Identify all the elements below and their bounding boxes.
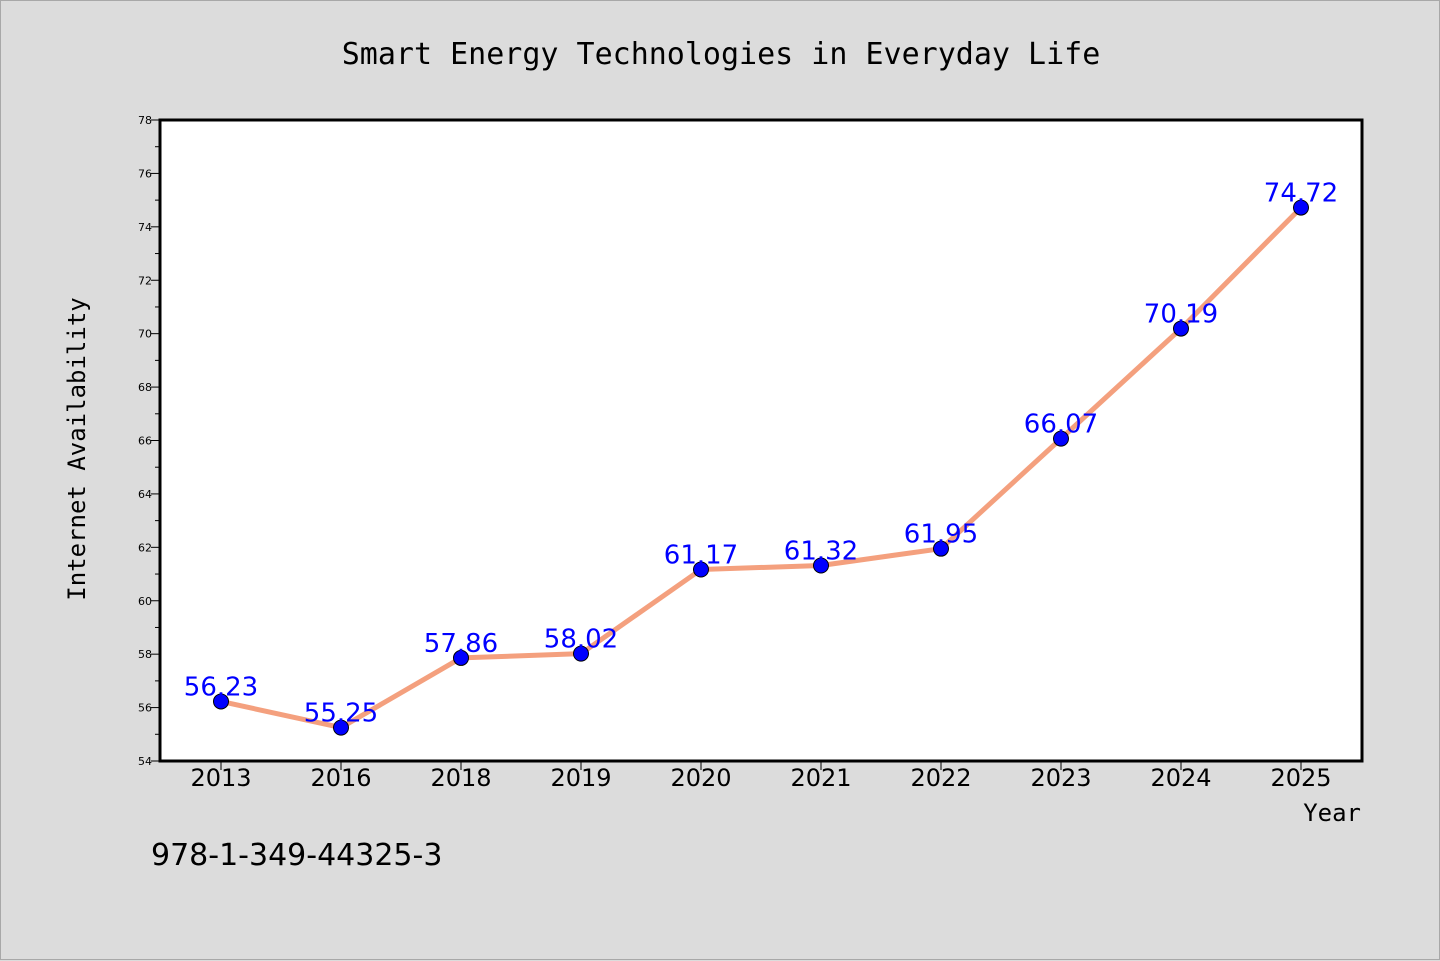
x-tick-label: 2025 <box>1270 764 1331 792</box>
x-axis-title: Year <box>1303 799 1361 827</box>
isbn-code: 978-1-349-44325-3 <box>151 838 442 873</box>
series-layer <box>213 199 1309 736</box>
x-tick-label: 2022 <box>910 764 971 792</box>
series-line <box>218 205 1304 731</box>
y-tick-label: 54 <box>138 755 152 768</box>
data-label: 70.19 <box>1144 300 1218 330</box>
data-label-layer: 56.23 55.25 57.86 58.02 61.17 61.32 61.95 66.07… <box>184 179 1338 729</box>
x-tick-label: 2020 <box>670 764 731 792</box>
x-tick-label: 2021 <box>790 764 851 792</box>
y-tick-label: 72 <box>138 274 152 287</box>
y-tick-label: 78 <box>138 114 152 127</box>
y-tick-label: 56 <box>138 702 152 715</box>
y-axis: 54 56 58 60 62 64 66 68 70 72 74 76 78 <box>138 114 160 768</box>
y-tick-label: 62 <box>138 541 152 554</box>
data-label: 61.17 <box>664 541 738 571</box>
y-tick-label: 58 <box>138 648 152 661</box>
x-tick-label: 2016 <box>310 764 371 792</box>
data-label: 57.86 <box>424 629 498 659</box>
x-axis: 2013 2016 2018 2019 2020 2021 2022 2023 2024 2025 <box>190 761 1332 792</box>
data-point <box>453 649 469 666</box>
data-point <box>1173 320 1189 337</box>
y-tick-label: 74 <box>138 221 152 234</box>
y-tick-label: 60 <box>138 595 152 608</box>
data-point <box>933 540 949 557</box>
y-tick-label: 70 <box>138 328 152 341</box>
x-tick-label: 2019 <box>550 764 611 792</box>
data-point <box>213 693 229 710</box>
x-tick-label: 2023 <box>1030 764 1091 792</box>
y-tick-label: 68 <box>138 381 152 394</box>
data-label: 56.23 <box>184 672 258 702</box>
data-point <box>573 645 589 662</box>
plot-area <box>158 118 1364 763</box>
data-point <box>813 557 829 574</box>
data-label: 74.72 <box>1264 179 1338 209</box>
y-tick-label: 64 <box>138 488 152 501</box>
data-point <box>1293 199 1309 216</box>
data-point <box>333 719 349 736</box>
data-point <box>693 561 709 578</box>
y-axis-title: Internet Availability <box>63 297 91 600</box>
chart-title: Smart Energy Technologies in Everyday Li… <box>342 37 1101 72</box>
y-tick-label: 76 <box>138 167 152 180</box>
data-label: 55.25 <box>304 699 378 729</box>
data-label: 66.07 <box>1024 410 1098 440</box>
x-tick-label: 2013 <box>190 764 251 792</box>
x-tick-label: 2024 <box>1150 764 1211 792</box>
x-tick-label: 2018 <box>430 764 491 792</box>
y-tick-label: 66 <box>138 435 152 448</box>
data-label: 58.02 <box>544 625 618 655</box>
data-point <box>1053 430 1069 447</box>
data-label: 61.32 <box>784 536 858 566</box>
data-label: 61.95 <box>904 520 978 550</box>
